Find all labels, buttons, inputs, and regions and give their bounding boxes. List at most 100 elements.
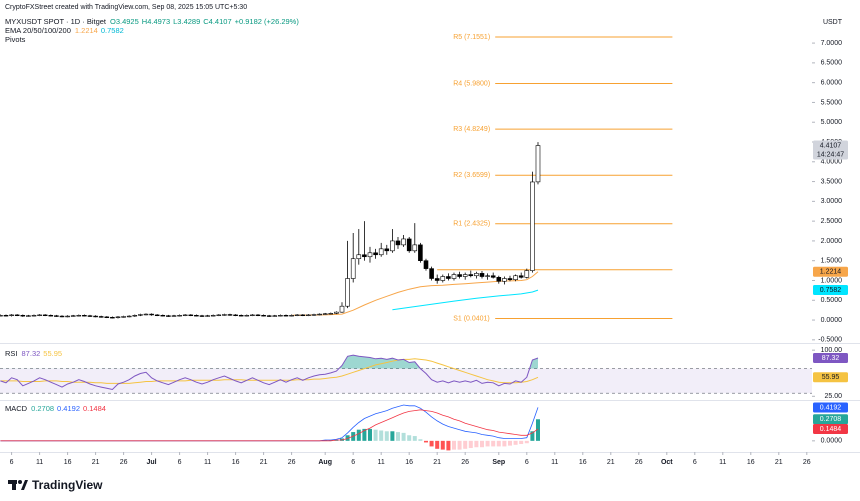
candle-body bbox=[244, 315, 250, 317]
macd-histogram-bar bbox=[496, 440, 501, 447]
price-box-label: 0.2708 bbox=[820, 416, 842, 423]
candle-body bbox=[210, 315, 216, 317]
candle-body bbox=[496, 277, 502, 282]
candle-body bbox=[418, 244, 423, 262]
candle-body bbox=[390, 240, 395, 252]
candle-body bbox=[362, 254, 367, 258]
candle-body bbox=[199, 315, 205, 317]
macd-histogram-bar bbox=[390, 431, 395, 441]
brand-logo bbox=[8, 480, 28, 490]
y-tick-label: 0.0000 bbox=[821, 317, 843, 324]
y-tick-label: 2.5000 bbox=[821, 218, 843, 225]
price-box-label: 0.1484 bbox=[820, 426, 842, 433]
x-tick-label: 11 bbox=[719, 459, 726, 466]
macd-histogram-bar bbox=[435, 440, 440, 449]
candle-body bbox=[0, 315, 3, 317]
rsi-legend: RSI 87.32 55.95 bbox=[5, 349, 62, 358]
candle-body bbox=[423, 260, 429, 269]
candle-body bbox=[283, 315, 289, 317]
macd-histogram-bar bbox=[463, 440, 468, 449]
price-box-label: 87.32 bbox=[822, 355, 840, 362]
candle-body bbox=[322, 313, 328, 315]
ema-line bbox=[392, 289, 539, 311]
x-tick-label: 6 bbox=[351, 459, 355, 466]
x-tick-label: 26 bbox=[288, 459, 296, 466]
x-tick-label: 11 bbox=[204, 459, 211, 466]
x-tick-label: Jul bbox=[147, 459, 157, 466]
macd-histogram-bar bbox=[507, 440, 512, 446]
macd-histogram-bar bbox=[513, 440, 518, 445]
y-tick-label: 0.5000 bbox=[821, 297, 843, 304]
x-tick-label: 21 bbox=[607, 459, 615, 466]
macd-histogram-bar bbox=[412, 436, 417, 441]
candle-body bbox=[490, 275, 496, 278]
candle-body bbox=[530, 181, 535, 271]
logo-part bbox=[12, 480, 16, 490]
rsi-title: RSI bbox=[5, 349, 18, 358]
candle-body bbox=[166, 315, 171, 317]
x-tick-label: 16 bbox=[747, 459, 755, 466]
candle-body bbox=[474, 273, 479, 277]
price-box-label: 1.2214 bbox=[820, 269, 842, 276]
x-tick-label: 16 bbox=[579, 459, 587, 466]
logo-part bbox=[21, 480, 28, 490]
candle-body bbox=[429, 268, 434, 279]
price-box bbox=[813, 402, 848, 413]
candle-body bbox=[446, 276, 451, 279]
candle-body bbox=[98, 316, 104, 318]
price-box bbox=[813, 424, 848, 435]
candle-body bbox=[406, 238, 412, 252]
price-box-label: 55.95 bbox=[822, 374, 840, 381]
x-tick-label: Sep bbox=[492, 459, 505, 466]
macd-histogram-bar bbox=[524, 440, 529, 444]
macd-histogram-bar bbox=[423, 440, 428, 443]
price-box bbox=[813, 266, 848, 277]
ohlc-change: +0.9182 (+26.29%) bbox=[235, 17, 300, 26]
rsi-line bbox=[0, 354, 539, 391]
macd-line bbox=[0, 404, 539, 442]
y-tick-label: 6.0000 bbox=[821, 80, 843, 87]
macd-line bbox=[0, 409, 539, 442]
macd-histogram-bar bbox=[474, 440, 479, 448]
x-tick-label: 26 bbox=[635, 459, 643, 466]
candle-body bbox=[132, 315, 138, 317]
currency: USDT bbox=[823, 19, 843, 26]
macd-histogram-bar bbox=[491, 440, 496, 447]
candle-body bbox=[440, 276, 446, 281]
candle-body bbox=[524, 270, 530, 278]
y-tick-label: 1.5000 bbox=[821, 258, 843, 265]
candle-body bbox=[93, 315, 98, 318]
ema-label: EMA 20/50/100/200 bbox=[5, 26, 71, 35]
pivot-label: R2 (3.6599) bbox=[453, 172, 490, 179]
price-box bbox=[813, 414, 848, 425]
brand: TradingView bbox=[32, 478, 103, 492]
candle-body bbox=[14, 314, 20, 317]
macd-histogram-bar bbox=[535, 419, 540, 441]
pivot-label: S1 (0.0401) bbox=[453, 315, 490, 322]
pivot-label: R3 (4.8249) bbox=[453, 126, 490, 133]
candle-body bbox=[317, 313, 322, 316]
ema50-value: 0.7582 bbox=[101, 26, 124, 35]
candle-body bbox=[272, 315, 278, 317]
y-tick-label: 6.5000 bbox=[821, 60, 843, 67]
symbol: MYXUSDT SPOT · 1D · Bitget bbox=[5, 17, 107, 26]
x-tick-label: 21 bbox=[775, 459, 783, 466]
candle-body bbox=[345, 278, 350, 307]
x-tick-label: 6 bbox=[178, 459, 182, 466]
macd-histogram-bar bbox=[334, 440, 339, 441]
x-tick-label: 21 bbox=[260, 459, 268, 466]
y-tick-label: 0.0000 bbox=[821, 438, 843, 445]
candle-body bbox=[350, 258, 356, 279]
candle-body bbox=[149, 313, 154, 316]
credit: CryptoFXStreet created with TradingView.… bbox=[5, 4, 247, 11]
macd-histogram-bar bbox=[429, 440, 434, 447]
y-tick-label: 5.5000 bbox=[821, 99, 843, 106]
price-box-label: 0.4192 bbox=[820, 404, 842, 411]
macd-histogram-bar bbox=[530, 431, 535, 441]
y-tick-label: 100.00 bbox=[821, 347, 843, 354]
candle-body bbox=[171, 315, 177, 317]
candle-body bbox=[3, 315, 9, 317]
macd-hist-value: 0.2708 bbox=[31, 404, 54, 413]
candle-body bbox=[294, 314, 300, 317]
candle-body bbox=[54, 315, 59, 317]
